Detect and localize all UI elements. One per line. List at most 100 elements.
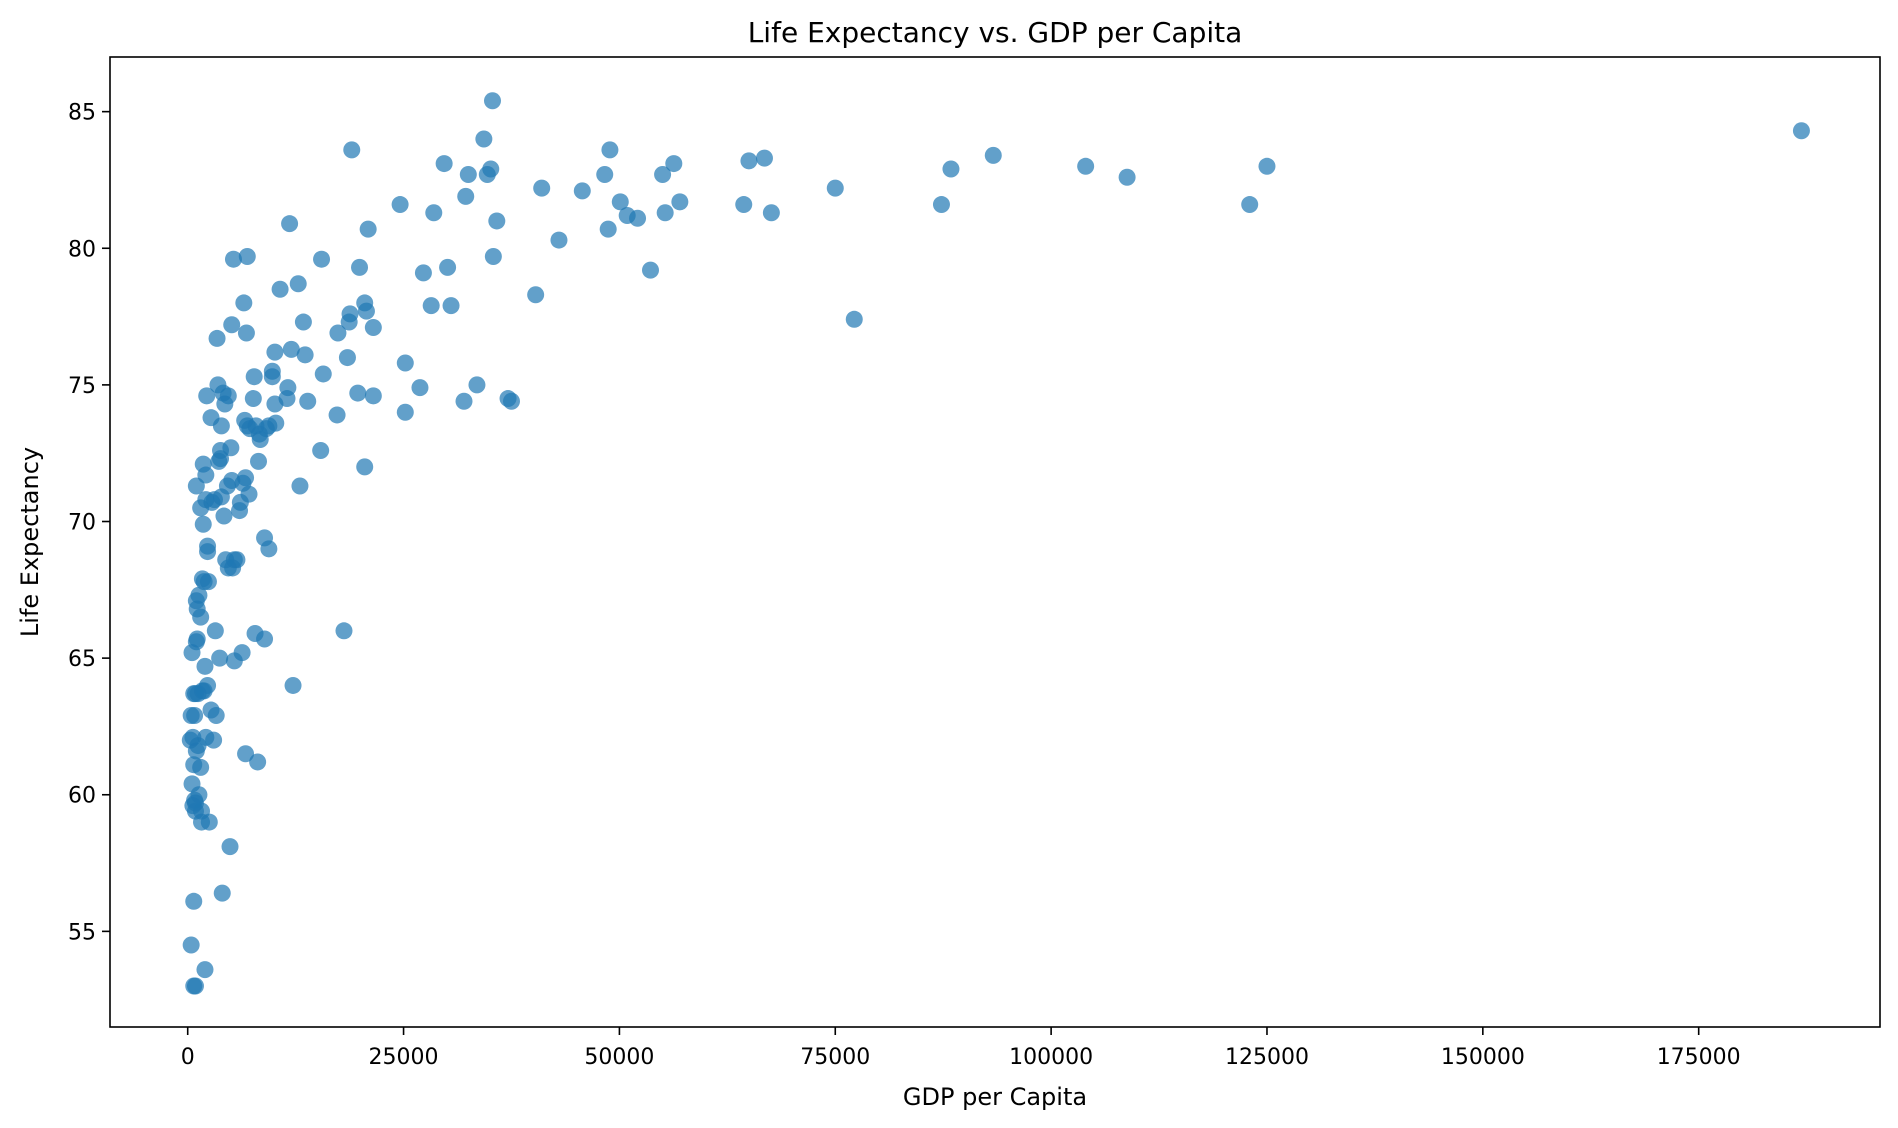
data-point [193, 570, 211, 588]
data-point [1258, 157, 1276, 175]
x-tick-label: 75000 [800, 1045, 870, 1070]
data-point [184, 797, 202, 815]
data-point [296, 346, 314, 364]
data-point [414, 264, 432, 282]
data-point [217, 551, 235, 569]
y-tick-label: 65 [68, 647, 96, 672]
data-point [245, 368, 263, 386]
data-point [459, 165, 477, 183]
data-point [289, 275, 307, 293]
data-point [396, 403, 414, 421]
x-tick-label: 0 [181, 1045, 195, 1070]
data-point [338, 349, 356, 367]
points-layer [181, 92, 1810, 995]
data-point [185, 756, 203, 774]
data-point [198, 387, 216, 405]
data-point [755, 149, 773, 167]
data-point [550, 231, 568, 249]
data-point [425, 204, 443, 222]
data-point [314, 365, 332, 383]
data-point [282, 340, 300, 358]
data-point [1077, 157, 1095, 175]
data-point [573, 182, 591, 200]
data-point [984, 146, 1002, 164]
data-point [215, 507, 233, 525]
x-tick-label: 100000 [1009, 1045, 1093, 1070]
y-axis-label: Life Expectancy [16, 447, 44, 637]
data-point [735, 196, 753, 214]
data-point [237, 324, 255, 342]
x-tick-label: 175000 [1657, 1045, 1741, 1070]
data-point [187, 592, 205, 610]
y-tick-label: 60 [68, 784, 96, 809]
data-point [266, 395, 284, 413]
data-point [266, 343, 284, 361]
data-point [271, 280, 289, 298]
data-point [182, 936, 200, 954]
data-point [192, 499, 210, 517]
data-point [596, 165, 614, 183]
data-point [263, 362, 281, 380]
data-point [356, 294, 374, 312]
data-point [185, 977, 203, 995]
data-point [225, 652, 243, 670]
data-point [942, 160, 960, 178]
data-point [238, 247, 256, 265]
data-point [313, 250, 331, 268]
data-point [1241, 196, 1259, 214]
data-point [237, 745, 255, 763]
data-point [224, 250, 242, 268]
data-point [1792, 122, 1810, 140]
x-axis: 0 25000 50000 75000 100000 125000 150000 175000 [181, 1027, 1741, 1070]
data-point [671, 193, 689, 211]
data-point [484, 247, 502, 265]
data-point [343, 141, 361, 159]
data-point [457, 187, 475, 205]
data-point [294, 313, 312, 331]
data-point [211, 649, 229, 667]
data-point [826, 179, 844, 197]
data-point [202, 409, 220, 427]
data-point [601, 141, 619, 159]
data-point [183, 775, 201, 793]
data-point [611, 193, 629, 211]
y-tick-label: 80 [68, 237, 96, 262]
data-point [1118, 168, 1136, 186]
data-point [422, 297, 440, 315]
y-tick-label: 85 [68, 101, 96, 126]
data-point [932, 196, 950, 214]
x-tick-label: 150000 [1441, 1045, 1525, 1070]
data-point [281, 215, 299, 233]
data-point [762, 204, 780, 222]
data-point [284, 676, 302, 694]
chart-title: Life Expectancy vs. GDP per Capita [748, 16, 1243, 49]
x-tick-label: 50000 [584, 1045, 654, 1070]
data-point [356, 458, 374, 476]
data-point [442, 297, 460, 315]
data-point [468, 376, 486, 394]
data-point [488, 212, 506, 230]
data-point [411, 379, 429, 397]
x-tick-label: 125000 [1225, 1045, 1309, 1070]
data-point [656, 204, 674, 222]
data-point [364, 387, 382, 405]
data-point [187, 477, 205, 495]
data-point [196, 961, 214, 979]
data-point [182, 707, 200, 725]
data-point [291, 477, 309, 495]
data-point [196, 657, 214, 675]
data-point [249, 753, 267, 771]
y-tick-label: 55 [68, 920, 96, 945]
data-point [618, 206, 636, 224]
data-point [359, 220, 377, 238]
data-point [845, 310, 863, 328]
data-point [654, 165, 672, 183]
data-point [209, 376, 227, 394]
data-point [478, 165, 496, 183]
data-point [210, 452, 228, 470]
data-point [213, 884, 231, 902]
data-point [351, 258, 369, 276]
data-point [599, 220, 617, 238]
